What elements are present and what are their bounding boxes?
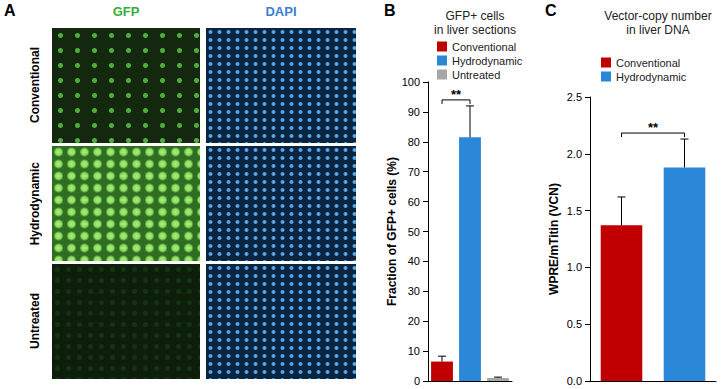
svg-text:in liver DNA: in liver DNA xyxy=(626,23,689,37)
svg-text:Vector-copy number: Vector-copy number xyxy=(604,9,711,23)
svg-text:Untreated: Untreated xyxy=(452,69,500,81)
svg-text:Fraction of GFP+ cells (%): Fraction of GFP+ cells (%) xyxy=(385,157,399,306)
svg-text:30: 30 xyxy=(408,285,420,297)
svg-text:60: 60 xyxy=(408,196,420,208)
html-text:B: B xyxy=(384,2,396,19)
svg-text:80: 80 xyxy=(408,136,420,148)
svg-text:1.5: 1.5 xyxy=(567,205,582,217)
svg-text:10: 10 xyxy=(408,345,420,357)
svg-text:**: ** xyxy=(648,120,659,135)
svg-text:GFP+ cells: GFP+ cells xyxy=(445,9,504,23)
html-text:DAPI: DAPI xyxy=(265,4,297,19)
html-text:Untreated: Untreated xyxy=(28,293,42,350)
svg-text:70: 70 xyxy=(408,166,420,178)
html-text:C: C xyxy=(545,2,557,19)
svg-text:WPRE/mTitin (VCN): WPRE/mTitin (VCN) xyxy=(547,183,561,295)
svg-text:90: 90 xyxy=(408,106,420,118)
svg-text:20: 20 xyxy=(408,315,420,327)
svg-text:Conventional: Conventional xyxy=(616,57,680,69)
svg-text:Conventional: Conventional xyxy=(452,41,516,53)
svg-text:2.5: 2.5 xyxy=(567,91,582,103)
svg-text:50: 50 xyxy=(408,226,420,238)
svg-text:0.5: 0.5 xyxy=(567,318,582,330)
svg-text:in liver sections: in liver sections xyxy=(434,23,516,37)
html-text:Conventional: Conventional xyxy=(28,47,42,124)
svg-text:100: 100 xyxy=(402,76,420,88)
svg-text:40: 40 xyxy=(408,255,420,267)
svg-text:Hydrodynamic: Hydrodynamic xyxy=(616,71,687,83)
html-text:Hydrodynamic: Hydrodynamic xyxy=(28,161,42,246)
svg-text:1.0: 1.0 xyxy=(567,261,582,273)
svg-text:0.0: 0.0 xyxy=(567,375,582,387)
svg-text:0: 0 xyxy=(414,375,420,387)
html-text:A: A xyxy=(4,2,16,19)
html-text:GFP: GFP xyxy=(112,4,140,19)
svg-text:2.0: 2.0 xyxy=(567,148,582,160)
svg-text:**: ** xyxy=(451,87,462,102)
svg-text:Hydrodynamic: Hydrodynamic xyxy=(452,55,523,67)
